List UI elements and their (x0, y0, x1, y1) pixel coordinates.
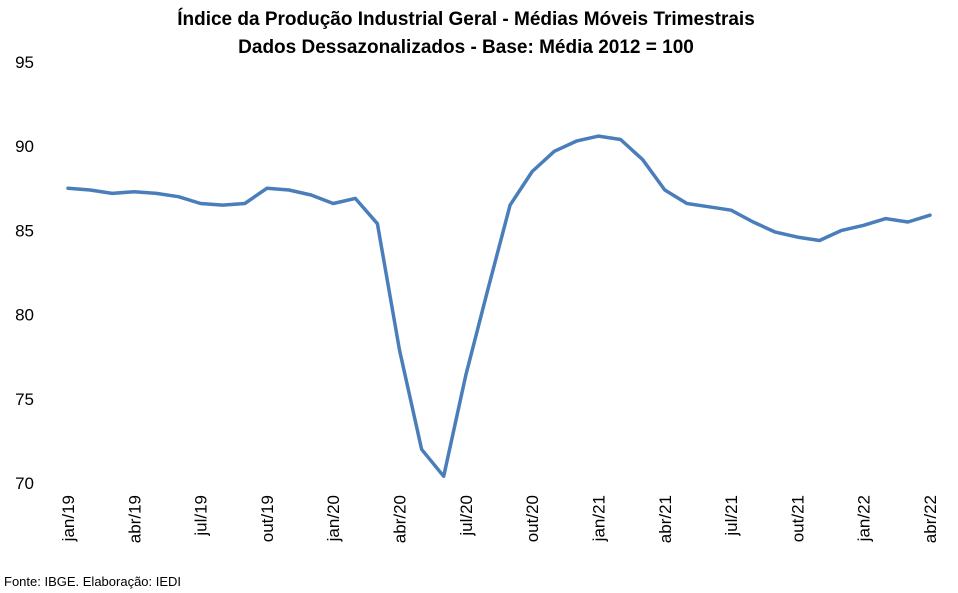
y-tick-label: 80 (15, 306, 34, 325)
data-line (66, 134, 932, 479)
x-tick-label: jan/22 (855, 495, 874, 542)
y-tick-label: 95 (15, 53, 34, 72)
x-tick-label: abr/21 (656, 495, 675, 543)
source-note: Fonte: IBGE. Elaboração: IEDI (4, 574, 181, 589)
chart-subtitle: Dados Dessazonalizados - Base: Média 201… (238, 37, 694, 58)
y-tick-label: 90 (15, 137, 34, 156)
x-tick-label: jul/21 (722, 495, 741, 537)
x-tick-label: jan/21 (589, 495, 608, 542)
x-tick-label: abr/22 (921, 495, 940, 543)
x-tick-label: jan/19 (59, 495, 78, 542)
x-tick-label: abr/20 (391, 495, 410, 543)
y-tick-label: 70 (15, 474, 34, 493)
x-tick-label: out/19 (258, 495, 277, 542)
x-tick-label: abr/19 (125, 495, 144, 543)
x-tick-label: out/20 (523, 495, 542, 542)
x-tick-label: jul/20 (457, 495, 476, 537)
x-tick-label: out/21 (788, 495, 807, 542)
y-tick-label: 75 (15, 390, 34, 409)
x-tick-label: jul/19 (192, 495, 211, 537)
x-tick-label: jan/20 (324, 495, 343, 542)
y-tick-label: 85 (15, 221, 34, 240)
chart-title: Índice da Produção Industrial Geral - Mé… (177, 8, 755, 30)
